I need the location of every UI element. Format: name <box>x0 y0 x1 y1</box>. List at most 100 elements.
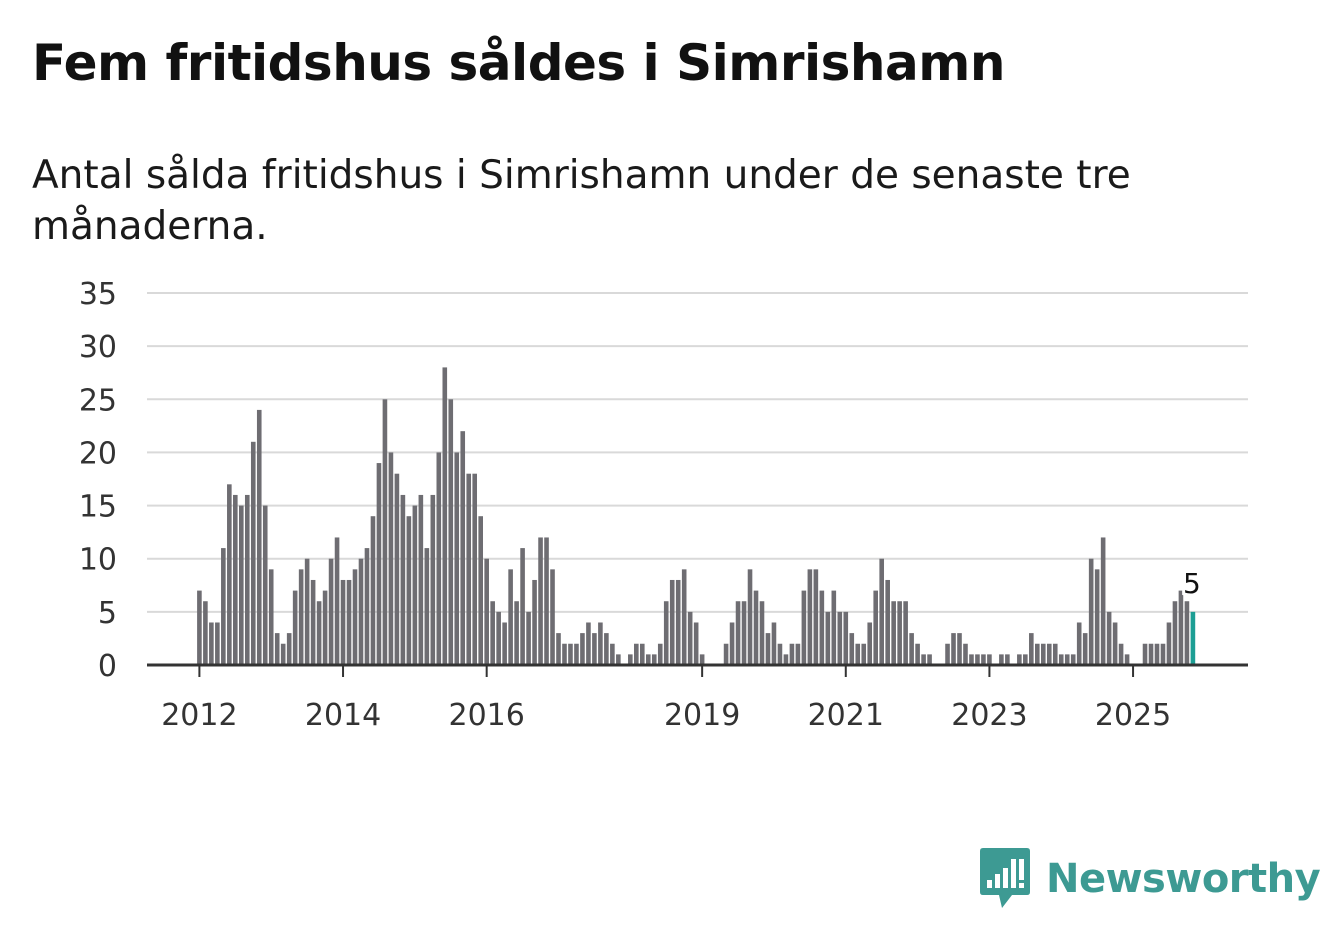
bar <box>849 633 855 665</box>
bar <box>430 494 436 665</box>
bar <box>268 569 274 665</box>
bar <box>909 633 914 665</box>
bar <box>580 633 585 665</box>
bar <box>681 569 687 665</box>
bar <box>418 494 424 665</box>
gridlines <box>147 292 1248 613</box>
y-tick-label: 10 <box>79 543 117 578</box>
bar <box>544 537 549 665</box>
y-tick-label: 15 <box>79 490 117 525</box>
bar <box>203 601 208 665</box>
bar <box>831 590 837 665</box>
bar <box>861 643 867 665</box>
chart-title: Fem fritidshus såldes i Simrishamn <box>32 34 1005 92</box>
bar <box>795 643 801 665</box>
bar <box>747 569 753 665</box>
bar <box>472 473 478 665</box>
bar <box>1148 643 1154 665</box>
bar <box>346 579 352 665</box>
x-tick-label: 2019 <box>664 698 740 733</box>
bar <box>897 601 902 665</box>
x-tick-label: 2016 <box>449 698 525 733</box>
bar <box>239 505 244 665</box>
bar <box>227 484 232 665</box>
bar <box>801 590 807 665</box>
bar <box>1184 601 1190 665</box>
bar <box>765 633 771 665</box>
bar <box>286 633 292 665</box>
bar <box>1154 643 1160 665</box>
bar <box>316 601 322 665</box>
bar <box>610 643 615 665</box>
bar <box>1124 654 1130 665</box>
bar <box>1142 643 1148 665</box>
bar <box>197 590 202 665</box>
bar <box>777 643 783 665</box>
bar <box>532 579 537 665</box>
bar <box>592 633 597 665</box>
bar <box>370 516 376 665</box>
bar <box>209 622 214 665</box>
newsworthy-brand: Newsworthy <box>980 848 1321 910</box>
bar <box>562 643 567 665</box>
bar <box>843 611 849 665</box>
bar <box>651 654 657 665</box>
bar <box>388 452 394 665</box>
bar <box>304 558 310 665</box>
bar <box>723 643 729 665</box>
bar <box>490 601 495 665</box>
brand-name: Newsworthy <box>1046 856 1321 902</box>
bar <box>598 622 603 665</box>
bar <box>298 569 304 665</box>
y-tick-label: 25 <box>79 383 117 418</box>
bar <box>448 399 454 665</box>
bar <box>873 590 879 665</box>
bar <box>244 494 250 665</box>
bar <box>999 654 1004 665</box>
bar <box>322 590 328 665</box>
bar <box>634 643 639 665</box>
bar <box>825 611 831 665</box>
bar <box>693 622 699 665</box>
bar <box>412 505 418 665</box>
bar <box>454 452 460 665</box>
bar <box>879 558 884 665</box>
bar <box>819 590 825 665</box>
x-tick-label: 2023 <box>951 698 1027 733</box>
bar <box>1058 654 1064 665</box>
bar <box>969 654 974 665</box>
bar <box>657 643 663 665</box>
bar <box>1040 643 1046 665</box>
bar <box>891 601 896 665</box>
bar <box>274 633 280 665</box>
bar <box>1082 633 1088 665</box>
bar <box>663 601 669 665</box>
bar <box>1076 622 1082 665</box>
bar <box>233 494 238 665</box>
bar <box>921 654 926 665</box>
bar <box>538 537 543 665</box>
bar <box>867 622 873 665</box>
bar <box>520 548 525 665</box>
newsworthy-logo-icon <box>980 848 1030 908</box>
bar <box>221 548 226 665</box>
bar-latest <box>1190 611 1196 665</box>
bar <box>813 569 819 665</box>
bar <box>406 516 412 665</box>
bar <box>514 601 519 665</box>
x-axis <box>147 663 1248 677</box>
bar <box>382 399 388 665</box>
bar <box>669 579 675 665</box>
bar <box>310 579 316 665</box>
bar <box>394 473 400 665</box>
bar <box>364 548 370 665</box>
bar <box>586 622 591 665</box>
bar <box>981 654 986 665</box>
bar <box>759 601 765 665</box>
x-tick-label: 2012 <box>161 698 237 733</box>
bar <box>424 548 430 665</box>
bar <box>436 452 442 665</box>
bar <box>987 654 992 665</box>
bar <box>699 654 705 665</box>
